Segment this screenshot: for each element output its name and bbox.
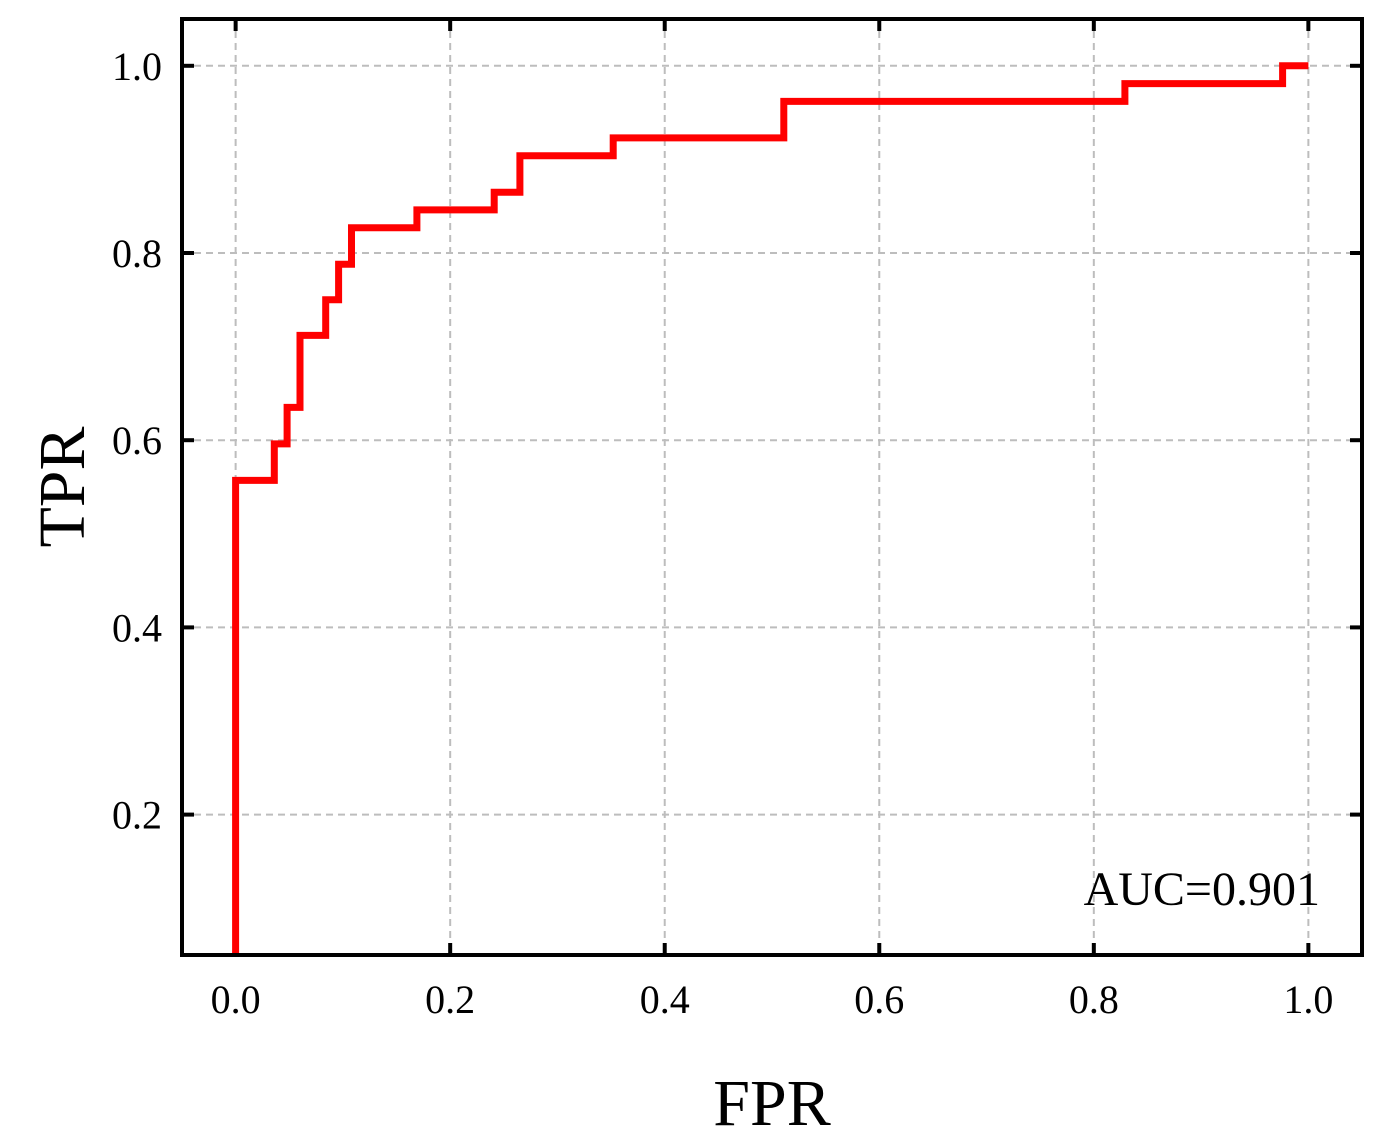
x-tick-label: 0.8: [1069, 977, 1119, 1022]
y-tick-label: 0.2: [112, 793, 162, 838]
roc-curve-line: [232, 62, 1309, 955]
plot-frame: [180, 17, 1364, 957]
y-tick-label: 0.8: [112, 231, 162, 276]
x-axis-label: FPR: [713, 1067, 830, 1137]
y-tick-label: 0.6: [112, 418, 162, 463]
x-tick-label: 1.0: [1283, 977, 1333, 1022]
x-tick-label: 0.6: [854, 977, 904, 1022]
x-tick-labels: 0.0 0.2 0.4 0.6 0.8 1.0: [211, 977, 1334, 1022]
auc-annotation: AUC=0.901: [1084, 863, 1320, 916]
grid-lines: [182, 19, 1362, 955]
x-tick-label: 0.4: [640, 977, 690, 1022]
y-axis-label: TPR: [26, 426, 99, 547]
x-tick-label: 0.0: [211, 977, 261, 1022]
x-tick-label: 0.2: [425, 977, 475, 1022]
y-tick-label: 1.0: [112, 44, 162, 89]
y-tick-label: 0.4: [112, 605, 162, 650]
y-tick-labels: 0.2 0.4 0.6 0.8 1.0: [112, 44, 162, 838]
